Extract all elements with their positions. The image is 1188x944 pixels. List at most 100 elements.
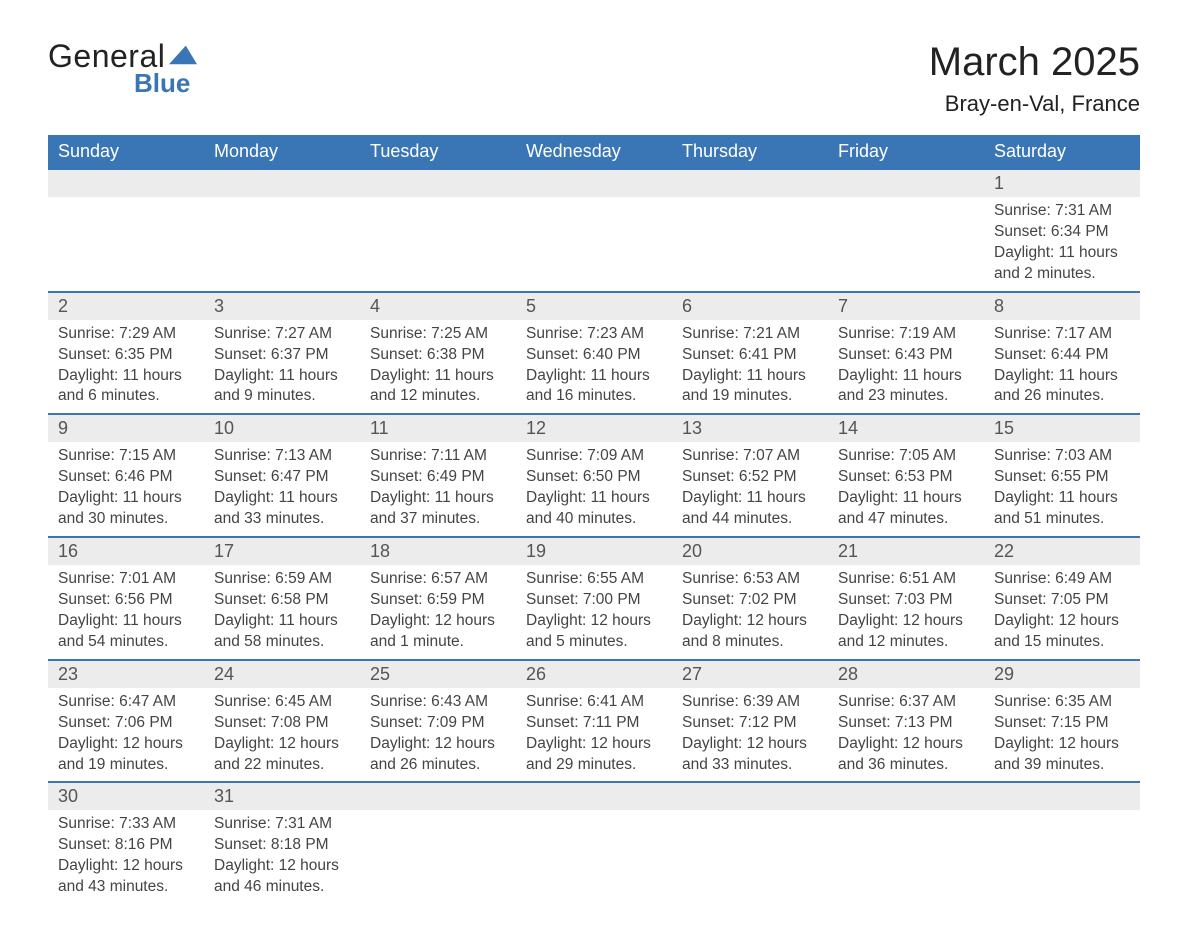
daylight-line-1: Daylight: 11 hours — [994, 243, 1130, 264]
daylight-line-2: and 19 minutes. — [682, 386, 818, 407]
calendar-cell — [828, 782, 984, 904]
day-number: 1 — [984, 170, 1140, 197]
daylight-line-2: and 6 minutes. — [58, 386, 194, 407]
calendar-cell: 16Sunrise: 7:01 AMSunset: 6:56 PMDayligh… — [48, 537, 204, 660]
day-body — [672, 197, 828, 273]
daylight-line-2: and 9 minutes. — [214, 386, 350, 407]
day-number: 6 — [672, 293, 828, 320]
calendar-week-row: 30Sunrise: 7:33 AMSunset: 8:16 PMDayligh… — [48, 782, 1140, 904]
day-number — [516, 783, 672, 810]
calendar-week-row: 1Sunrise: 7:31 AMSunset: 6:34 PMDaylight… — [48, 169, 1140, 292]
day-number — [204, 170, 360, 197]
daylight-line-1: Daylight: 12 hours — [526, 734, 662, 755]
day-number: 18 — [360, 538, 516, 565]
daylight-line-2: and 2 minutes. — [994, 264, 1130, 285]
daylight-line-1: Daylight: 11 hours — [838, 488, 974, 509]
calendar-cell: 22Sunrise: 6:49 AMSunset: 7:05 PMDayligh… — [984, 537, 1140, 660]
sunset-line: Sunset: 7:05 PM — [994, 590, 1130, 611]
day-number — [360, 783, 516, 810]
day-number: 5 — [516, 293, 672, 320]
day-body: Sunrise: 6:55 AMSunset: 7:00 PMDaylight:… — [516, 565, 672, 659]
sunrise-line: Sunrise: 6:59 AM — [214, 569, 350, 590]
sunset-line: Sunset: 6:46 PM — [58, 467, 194, 488]
calendar-cell — [672, 169, 828, 292]
sunset-line: Sunset: 6:40 PM — [526, 345, 662, 366]
sunset-line: Sunset: 7:08 PM — [214, 713, 350, 734]
calendar-cell: 30Sunrise: 7:33 AMSunset: 8:16 PMDayligh… — [48, 782, 204, 904]
daylight-line-2: and 44 minutes. — [682, 509, 818, 530]
day-body — [828, 197, 984, 273]
sunset-line: Sunset: 6:56 PM — [58, 590, 194, 611]
daylight-line-1: Daylight: 12 hours — [214, 856, 350, 877]
calendar-cell: 31Sunrise: 7:31 AMSunset: 8:18 PMDayligh… — [204, 782, 360, 904]
daylight-line-1: Daylight: 12 hours — [838, 734, 974, 755]
day-number: 11 — [360, 415, 516, 442]
sunrise-line: Sunrise: 6:35 AM — [994, 692, 1130, 713]
day-body: Sunrise: 6:53 AMSunset: 7:02 PMDaylight:… — [672, 565, 828, 659]
day-body: Sunrise: 6:59 AMSunset: 6:58 PMDaylight:… — [204, 565, 360, 659]
day-number: 3 — [204, 293, 360, 320]
day-number: 7 — [828, 293, 984, 320]
day-body — [48, 197, 204, 273]
day-number: 2 — [48, 293, 204, 320]
day-body: Sunrise: 7:21 AMSunset: 6:41 PMDaylight:… — [672, 320, 828, 414]
sunset-line: Sunset: 6:38 PM — [370, 345, 506, 366]
day-body: Sunrise: 7:07 AMSunset: 6:52 PMDaylight:… — [672, 442, 828, 536]
day-number: 21 — [828, 538, 984, 565]
day-body — [984, 810, 1140, 886]
day-body: Sunrise: 7:23 AMSunset: 6:40 PMDaylight:… — [516, 320, 672, 414]
calendar-cell — [48, 169, 204, 292]
daylight-line-1: Daylight: 11 hours — [214, 611, 350, 632]
calendar-cell: 8Sunrise: 7:17 AMSunset: 6:44 PMDaylight… — [984, 292, 1140, 415]
day-body: Sunrise: 7:29 AMSunset: 6:35 PMDaylight:… — [48, 320, 204, 414]
day-number: 15 — [984, 415, 1140, 442]
day-body: Sunrise: 7:11 AMSunset: 6:49 PMDaylight:… — [360, 442, 516, 536]
sunrise-line: Sunrise: 7:21 AM — [682, 324, 818, 345]
sunset-line: Sunset: 6:41 PM — [682, 345, 818, 366]
daylight-line-2: and 58 minutes. — [214, 632, 350, 653]
calendar-cell: 24Sunrise: 6:45 AMSunset: 7:08 PMDayligh… — [204, 660, 360, 783]
day-body: Sunrise: 6:45 AMSunset: 7:08 PMDaylight:… — [204, 688, 360, 782]
daylight-line-2: and 26 minutes. — [370, 755, 506, 776]
calendar-cell: 23Sunrise: 6:47 AMSunset: 7:06 PMDayligh… — [48, 660, 204, 783]
sunrise-line: Sunrise: 7:27 AM — [214, 324, 350, 345]
calendar-cell: 15Sunrise: 7:03 AMSunset: 6:55 PMDayligh… — [984, 414, 1140, 537]
daylight-line-1: Daylight: 11 hours — [994, 366, 1130, 387]
header-bar: General Blue March 2025 Bray-en-Val, Fra… — [48, 40, 1140, 117]
sunrise-line: Sunrise: 6:39 AM — [682, 692, 818, 713]
sunset-line: Sunset: 6:50 PM — [526, 467, 662, 488]
daylight-line-1: Daylight: 11 hours — [526, 488, 662, 509]
day-body: Sunrise: 6:35 AMSunset: 7:15 PMDaylight:… — [984, 688, 1140, 782]
daylight-line-2: and 37 minutes. — [370, 509, 506, 530]
calendar-cell: 21Sunrise: 6:51 AMSunset: 7:03 PMDayligh… — [828, 537, 984, 660]
col-wednesday: Wednesday — [516, 135, 672, 169]
day-number: 12 — [516, 415, 672, 442]
day-number: 16 — [48, 538, 204, 565]
sunrise-line: Sunrise: 7:33 AM — [58, 814, 194, 835]
day-body: Sunrise: 7:19 AMSunset: 6:43 PMDaylight:… — [828, 320, 984, 414]
day-body — [516, 810, 672, 886]
page-title: March 2025 — [929, 40, 1140, 85]
sunrise-line: Sunrise: 6:49 AM — [994, 569, 1130, 590]
calendar-cell: 9Sunrise: 7:15 AMSunset: 6:46 PMDaylight… — [48, 414, 204, 537]
day-number: 19 — [516, 538, 672, 565]
sunrise-line: Sunrise: 7:01 AM — [58, 569, 194, 590]
sunrise-line: Sunrise: 7:11 AM — [370, 446, 506, 467]
col-monday: Monday — [204, 135, 360, 169]
sunset-line: Sunset: 8:18 PM — [214, 835, 350, 856]
daylight-line-1: Daylight: 12 hours — [214, 734, 350, 755]
calendar-cell — [360, 782, 516, 904]
sunrise-line: Sunrise: 6:55 AM — [526, 569, 662, 590]
day-number — [672, 170, 828, 197]
brand-word-2: Blue — [134, 70, 197, 96]
sunrise-line: Sunrise: 7:31 AM — [994, 201, 1130, 222]
sunrise-line: Sunrise: 7:25 AM — [370, 324, 506, 345]
day-body: Sunrise: 7:03 AMSunset: 6:55 PMDaylight:… — [984, 442, 1140, 536]
daylight-line-2: and 8 minutes. — [682, 632, 818, 653]
daylight-line-1: Daylight: 11 hours — [682, 488, 818, 509]
daylight-line-1: Daylight: 11 hours — [370, 366, 506, 387]
col-friday: Friday — [828, 135, 984, 169]
sunset-line: Sunset: 6:44 PM — [994, 345, 1130, 366]
day-number: 9 — [48, 415, 204, 442]
daylight-line-1: Daylight: 12 hours — [370, 734, 506, 755]
